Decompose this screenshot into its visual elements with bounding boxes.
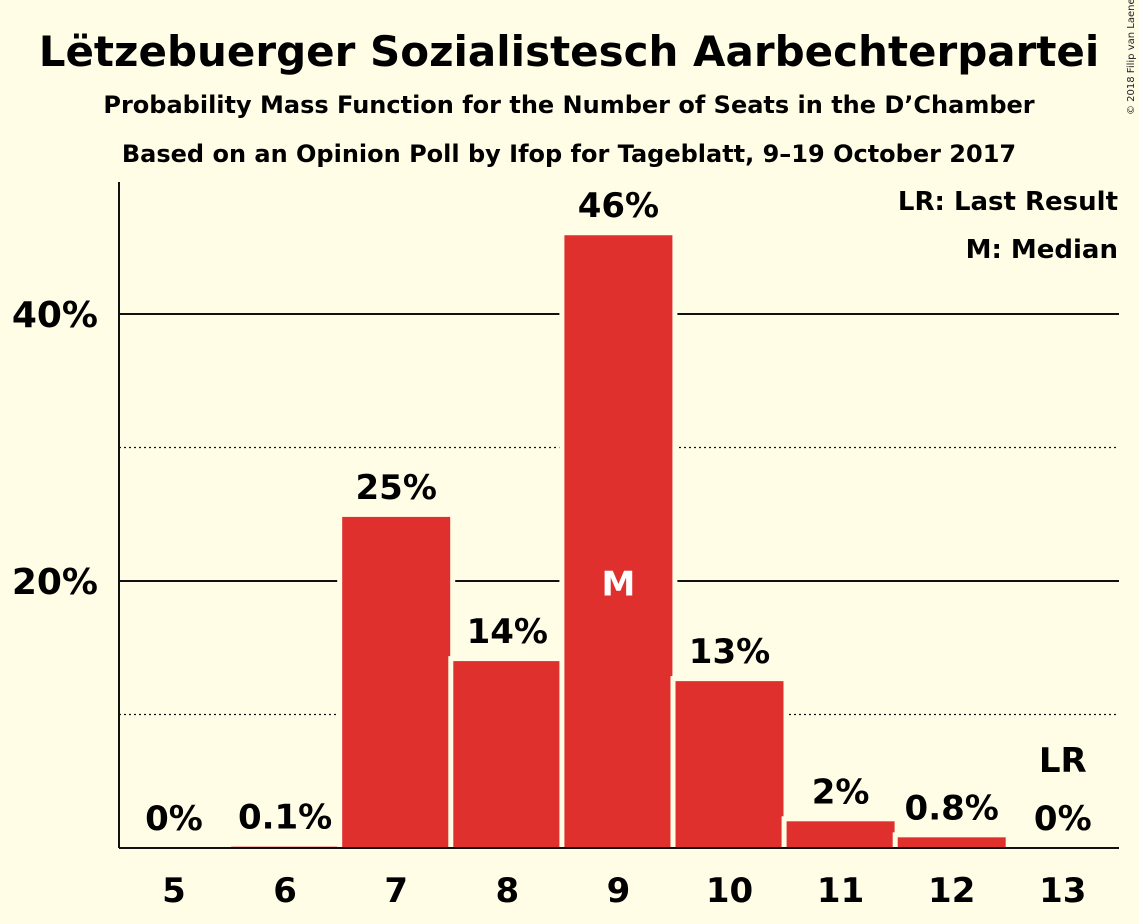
x-tick-label: 12 bbox=[928, 871, 975, 911]
bar bbox=[342, 516, 451, 848]
bar bbox=[786, 821, 895, 848]
chart-title: Lëtzebuerger Sozialistesch Aarbechterpar… bbox=[39, 27, 1100, 76]
x-tick-label: 10 bbox=[706, 871, 753, 911]
last-result-marker: LR bbox=[1039, 741, 1087, 781]
x-tick-label: 6 bbox=[273, 871, 297, 911]
chart-subtitle: Probability Mass Function for the Number… bbox=[103, 91, 1034, 119]
value-label: 0.1% bbox=[238, 798, 332, 838]
bars bbox=[226, 230, 1011, 849]
copyright-notice: © 2018 Filip van Laenen bbox=[1126, 0, 1137, 115]
bar bbox=[564, 235, 673, 849]
value-label: 14% bbox=[467, 612, 548, 652]
x-tick-label: 11 bbox=[817, 871, 864, 911]
x-tick-label: 8 bbox=[495, 871, 519, 911]
median-marker: M bbox=[601, 565, 635, 605]
y-tick-label: 20% bbox=[12, 562, 98, 603]
x-tick-label: 7 bbox=[384, 871, 408, 911]
bar bbox=[675, 681, 784, 848]
value-labels: 0% 0.1% 25% 14% 46% M 13% 2% 0.8% 0% LR bbox=[145, 186, 1092, 839]
legend: LR: Last Result M: Median bbox=[898, 187, 1118, 265]
value-label: 46% bbox=[578, 186, 659, 226]
bar-gap bbox=[226, 841, 345, 848]
value-label: 0% bbox=[1034, 799, 1092, 839]
value-label: 2% bbox=[812, 772, 870, 812]
value-label: 25% bbox=[356, 468, 437, 508]
x-tick-label: 9 bbox=[607, 871, 631, 911]
bar bbox=[453, 661, 562, 848]
x-tick-label: 5 bbox=[162, 871, 186, 911]
axes: 20% 40% 5 6 7 8 9 10 11 12 13 bbox=[12, 182, 1119, 911]
x-tick-label: 13 bbox=[1039, 871, 1086, 911]
legend-entry: M: Median bbox=[966, 235, 1118, 265]
value-label: 13% bbox=[689, 632, 770, 672]
chart-subtitle-source: Based on an Opinion Poll by Ifop for Tag… bbox=[122, 140, 1016, 168]
bar bbox=[897, 837, 1006, 848]
value-label: 0.8% bbox=[905, 788, 999, 828]
legend-entry: LR: Last Result bbox=[898, 187, 1118, 217]
value-label: 0% bbox=[145, 799, 203, 839]
y-tick-label: 40% bbox=[12, 295, 98, 336]
